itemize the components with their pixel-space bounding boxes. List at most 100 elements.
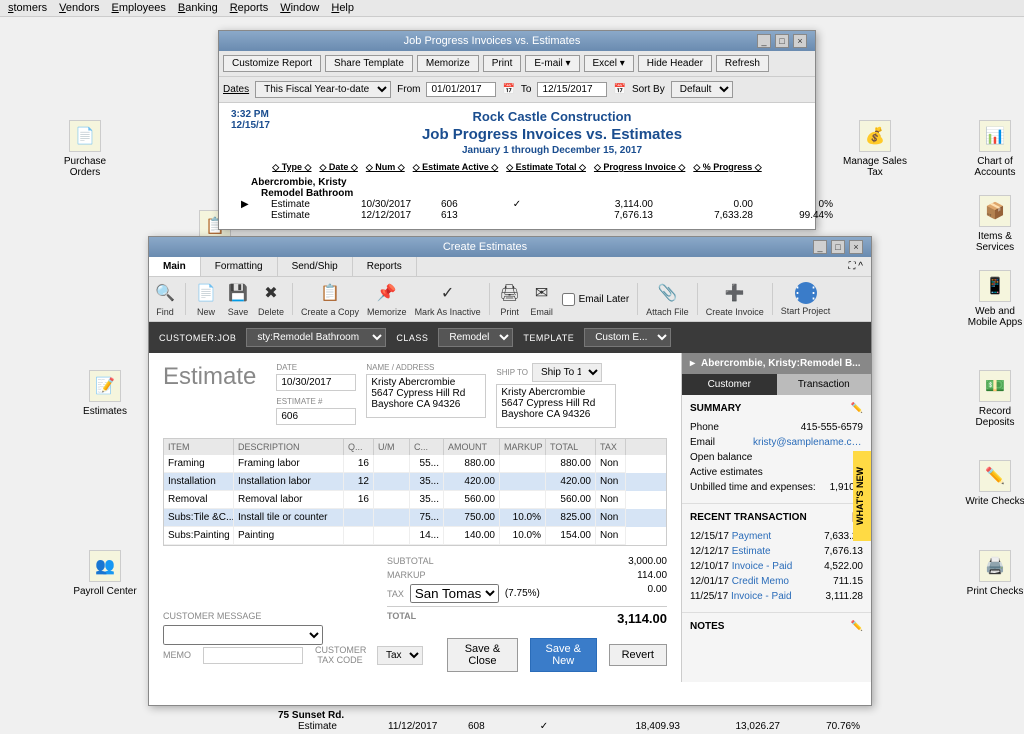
recent-transaction-row[interactable]: 11/25/17 Invoice - Paid3,111.28 (690, 589, 863, 604)
home-icon-chart-of-accounts[interactable]: 📊Chart of Accounts (960, 120, 1024, 178)
memorize-button[interactable]: 📌Memorize (367, 281, 407, 317)
shipto-label: SHIP TO (496, 368, 528, 377)
save-button[interactable]: 💾Save (226, 281, 250, 317)
line-item-row[interactable]: RemovalRemoval labor16 35...560.00 560.0… (164, 491, 666, 509)
menu-stomers[interactable]: stomers (8, 2, 47, 14)
subtotal-value: 3,000.00 (628, 556, 667, 567)
home-icon-print-checks[interactable]: 🖨️Print Checks (960, 550, 1024, 597)
date-input[interactable] (276, 374, 356, 391)
sortby-select[interactable]: Default (671, 81, 733, 98)
home-icon-purchase-orders[interactable]: 📄Purchase Orders (50, 120, 120, 178)
recent-transaction-row[interactable]: 12/15/17 Payment7,633.28 (690, 529, 863, 544)
home-icon-estimates[interactable]: 📝Estimates (70, 370, 140, 417)
home-icon-record-deposits[interactable]: 💵Record Deposits (960, 370, 1024, 428)
tax-select[interactable]: San Tomas (410, 584, 499, 603)
memorize-button[interactable]: Memorize (417, 55, 479, 72)
customer-job-row: CUSTOMER:JOB sty:Remodel Bathroom CLASS … (149, 322, 871, 353)
close-icon[interactable]: × (793, 34, 807, 48)
create-invoice-button[interactable]: ➕Create Invoice (706, 281, 764, 317)
minimize-icon[interactable]: _ (757, 34, 771, 48)
tab-customer[interactable]: Customer (682, 374, 777, 395)
create-a-copy-button[interactable]: 📋Create a Copy (301, 281, 359, 317)
new-button[interactable]: 📄New (194, 281, 218, 317)
mark-as-inactive-button[interactable]: ✓Mark As Inactive (415, 281, 481, 317)
expand-icon[interactable]: ⛶ ^ (841, 257, 871, 276)
customize-report-button[interactable]: Customize Report (223, 55, 321, 72)
menu-reports[interactable]: Reports (230, 2, 269, 14)
edit-icon[interactable]: ✏️ (851, 403, 863, 414)
menu-window[interactable]: Window (280, 2, 319, 14)
report-row[interactable]: ▶Estimate10/30/2017606 ✓3,114.000.000% (241, 199, 803, 210)
email-button[interactable]: ✉Email (530, 281, 554, 317)
menu-employees[interactable]: Employees (112, 2, 166, 14)
find-button[interactable]: 🔍Find (153, 281, 177, 317)
class-select[interactable]: Remodel (438, 328, 513, 347)
print-button[interactable]: Print (483, 55, 522, 72)
total-value: 3,114.00 (617, 611, 667, 626)
home-icon-payroll-center[interactable]: 👥Payroll Center (70, 550, 140, 597)
menu-vendors[interactable]: Vendors (59, 2, 99, 14)
revert-button[interactable]: Revert (609, 644, 667, 666)
home-icon-write-checks[interactable]: ✏️Write Checks (960, 460, 1024, 507)
markup-value: 114.00 (637, 570, 667, 581)
home-icon-manage-sales-tax[interactable]: 💰Manage Sales Tax (840, 120, 910, 178)
line-item-row[interactable]: FramingFraming labor16 55...880.00 880.0… (164, 455, 666, 473)
from-date-input[interactable] (426, 82, 496, 97)
tax-amount: 0.00 (648, 584, 667, 603)
line-item-row[interactable]: InstallationInstallation labor12 35...42… (164, 473, 666, 491)
menu-help[interactable]: Help (331, 2, 354, 14)
save-new-button[interactable]: Save & New (530, 638, 597, 672)
home-icon-items-&-services[interactable]: 📦Items & Services (960, 195, 1024, 253)
side-tabs: Customer Transaction (682, 374, 871, 395)
e-mail-button[interactable]: E-mail ▾ (525, 55, 579, 72)
print-button[interactable]: 🖨Print (498, 281, 522, 317)
maximize-icon[interactable]: □ (831, 240, 845, 254)
tab-formatting[interactable]: Formatting (201, 257, 278, 276)
refresh-button[interactable]: Refresh (716, 55, 769, 72)
nameaddr-box[interactable]: Kristy Abercrombie5647 Cypress Hill RdBa… (366, 374, 486, 418)
template-select[interactable]: Custom E... (584, 328, 671, 347)
total-label: TOTAL (387, 611, 416, 626)
email-later-checkbox[interactable] (562, 293, 575, 306)
report-daterange: January 1 through December 15, 2017 (301, 145, 803, 156)
report-row[interactable]: Estimate12/12/2017613 7,676.137,633.2899… (241, 210, 803, 221)
excel-button[interactable]: Excel ▾ (584, 55, 634, 72)
tab-transaction[interactable]: Transaction (777, 374, 872, 395)
customer-job-select[interactable]: sty:Remodel Bathroom (246, 328, 386, 347)
hide-header-button[interactable]: Hide Header (638, 55, 712, 72)
shipto-select[interactable]: Ship To 1 (532, 363, 602, 382)
start-project-button[interactable]: ⋮⋮Start Project (781, 282, 831, 316)
bottom-job: 75 Sunset Rd. (278, 710, 868, 721)
phone-label: Phone (690, 422, 719, 433)
memo-input[interactable] (203, 647, 303, 664)
line-item-row[interactable]: Subs:Tile &C...Install tile or counter 7… (164, 509, 666, 527)
recent-transaction-row[interactable]: 12/01/17 Credit Memo711.15 (690, 574, 863, 589)
estno-input[interactable] (276, 408, 356, 425)
date-range-select[interactable]: This Fiscal Year-to-date (255, 81, 391, 98)
minimize-icon[interactable]: _ (813, 240, 827, 254)
delete-button[interactable]: ✖Delete (258, 281, 284, 317)
share-template-button[interactable]: Share Template (325, 55, 413, 72)
recent-transaction-row[interactable]: 12/12/17 Estimate7,676.13 (690, 544, 863, 559)
home-icon-web-and-mobile-apps[interactable]: 📱Web and Mobile Apps (960, 270, 1024, 328)
attach-file-button[interactable]: 📎Attach File (646, 281, 689, 317)
customer-job-label: CUSTOMER:JOB (159, 333, 236, 343)
recent-label: RECENT TRANSACTION (690, 512, 807, 523)
subtotal-label: SUBTOTAL (387, 556, 434, 567)
line-item-row[interactable]: Subs:PaintingPainting 14...140.0010.0% 1… (164, 527, 666, 545)
tab-main[interactable]: Main (149, 257, 201, 276)
custmsg-select[interactable] (163, 625, 323, 645)
save-close-button[interactable]: Save & Close (447, 638, 518, 672)
recent-transaction-row[interactable]: 12/10/17 Invoice - Paid4,522.00 (690, 559, 863, 574)
menu-banking[interactable]: Banking (178, 2, 218, 14)
tab-reports[interactable]: Reports (353, 257, 417, 276)
to-date-input[interactable] (537, 82, 607, 97)
shipto-box[interactable]: Kristy Abercrombie5647 Cypress Hill RdBa… (496, 384, 616, 428)
custtax-select[interactable]: Tax (377, 646, 423, 665)
tab-send-ship[interactable]: Send/Ship (278, 257, 353, 276)
close-icon[interactable]: × (849, 240, 863, 254)
email-link[interactable]: kristy@samplename.com (753, 437, 863, 448)
whats-new-tab[interactable]: WHAT'S NEW (853, 451, 871, 541)
notes-edit-icon[interactable]: ✏️ (851, 621, 863, 632)
maximize-icon[interactable]: □ (775, 34, 789, 48)
